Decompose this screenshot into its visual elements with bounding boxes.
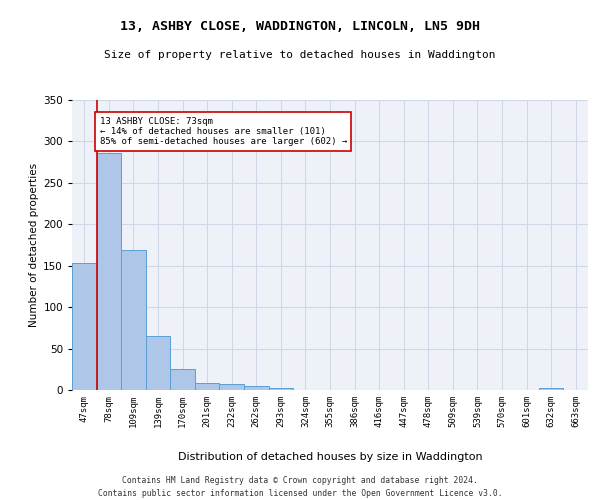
Text: Contains public sector information licensed under the Open Government Licence v3: Contains public sector information licen… xyxy=(98,488,502,498)
Text: Size of property relative to detached houses in Waddington: Size of property relative to detached ho… xyxy=(104,50,496,60)
Bar xyxy=(244,386,269,390)
Text: Distribution of detached houses by size in Waddington: Distribution of detached houses by size … xyxy=(178,452,482,462)
Bar xyxy=(97,153,121,390)
Bar xyxy=(195,382,220,390)
Bar xyxy=(220,384,244,390)
Bar xyxy=(539,388,563,390)
Text: 13 ASHBY CLOSE: 73sqm
← 14% of detached houses are smaller (101)
85% of semi-det: 13 ASHBY CLOSE: 73sqm ← 14% of detached … xyxy=(100,116,347,146)
Bar xyxy=(170,370,195,390)
Bar xyxy=(269,388,293,390)
Bar xyxy=(121,250,146,390)
Y-axis label: Number of detached properties: Number of detached properties xyxy=(29,163,39,327)
Text: 13, ASHBY CLOSE, WADDINGTON, LINCOLN, LN5 9DH: 13, ASHBY CLOSE, WADDINGTON, LINCOLN, LN… xyxy=(120,20,480,33)
Bar xyxy=(146,336,170,390)
Bar xyxy=(72,263,97,390)
Text: Contains HM Land Registry data © Crown copyright and database right 2024.: Contains HM Land Registry data © Crown c… xyxy=(122,476,478,485)
